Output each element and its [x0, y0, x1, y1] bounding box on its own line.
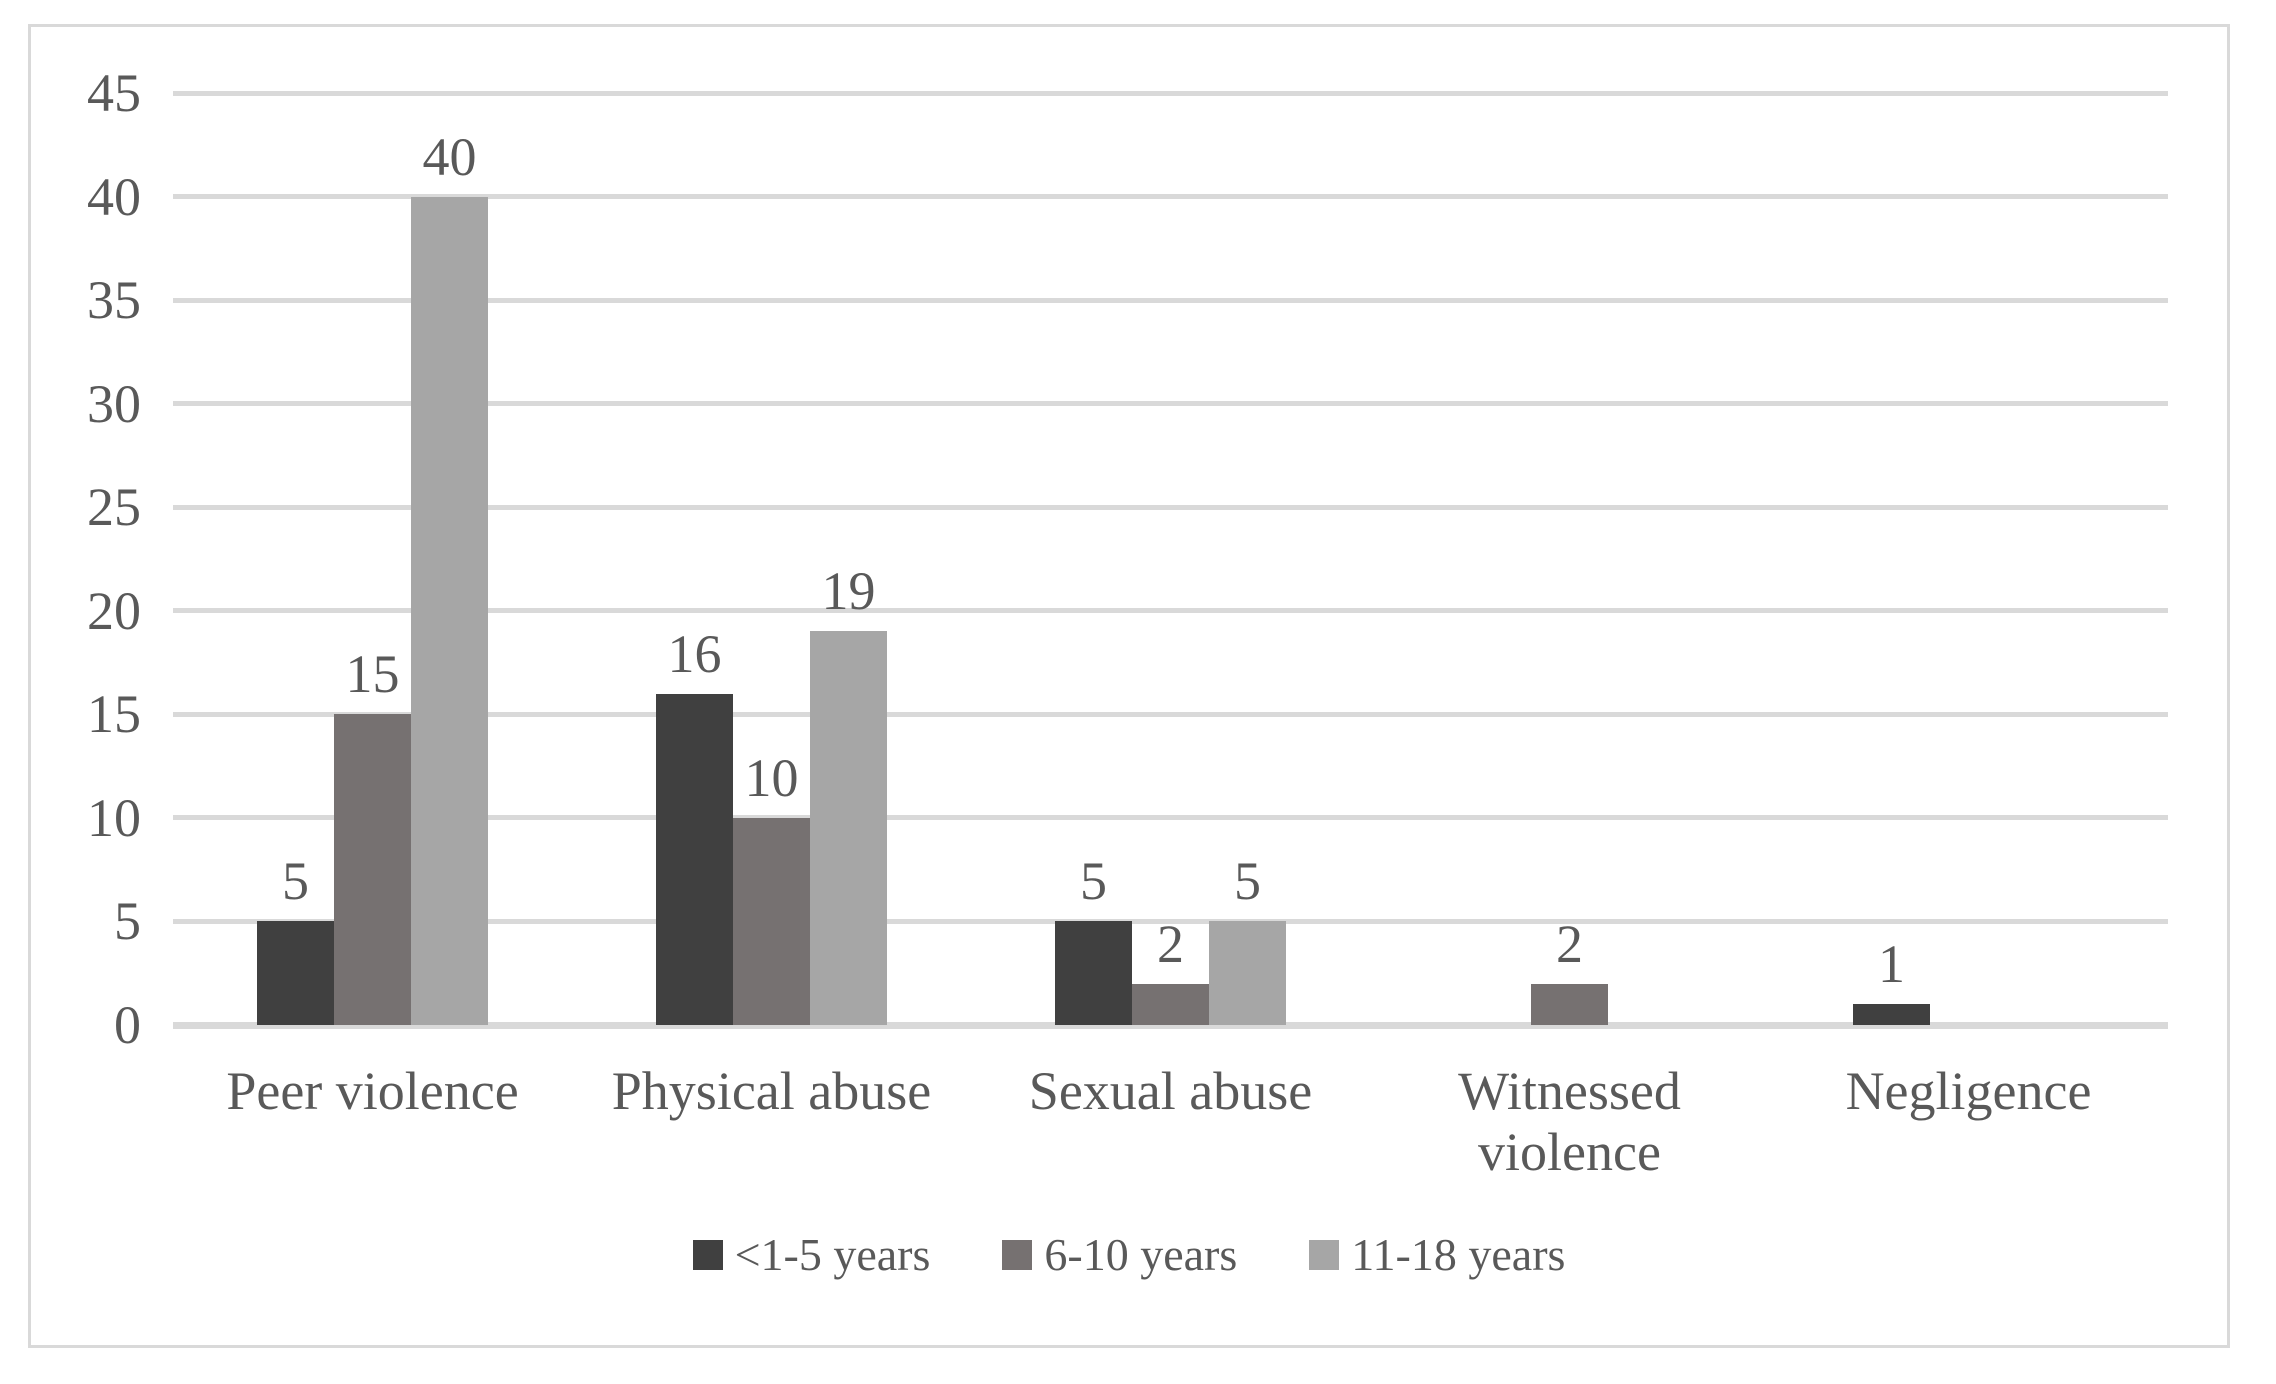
bar-1118years-0	[411, 196, 488, 1025]
data-label: 15	[345, 644, 400, 705]
y-tick-label: 20	[87, 580, 141, 641]
y-tick-label: 15	[87, 684, 141, 745]
bar-15years-0	[257, 921, 334, 1025]
y-tick-label: 30	[87, 373, 141, 434]
gridline	[173, 608, 2168, 614]
legend-swatch-icon	[692, 1240, 723, 1270]
gridline	[173, 194, 2168, 200]
bar-610years-3	[1531, 983, 1608, 1025]
x-category-label: Witnessed violence	[1458, 1061, 1681, 1183]
y-tick-label: 40	[87, 166, 141, 227]
data-label: 16	[667, 623, 722, 684]
y-tick-label: 0	[114, 995, 141, 1055]
x-category-label: Negligence	[1845, 1061, 2092, 1121]
gridline	[173, 90, 2168, 96]
bar-1118years-2	[1209, 921, 1286, 1025]
y-tick-label: 25	[87, 477, 141, 538]
chart-frame: 5 16 5 1 15 10 2 2 40 19 5 0 5 10 15 20 25 30 35 40 45 Peer…	[28, 24, 2230, 1348]
data-label: 10	[744, 747, 799, 808]
bar-15years-1	[656, 693, 733, 1025]
legend-label: 11-18 years	[1351, 1229, 1566, 1280]
data-label: 40	[422, 126, 477, 187]
gridline	[173, 504, 2168, 510]
data-label: 5	[1080, 851, 1107, 912]
x-category-label: Sexual abuse	[1028, 1061, 1313, 1121]
x-axis-line	[173, 1021, 2168, 1029]
data-label: 19	[821, 561, 876, 622]
y-tick-label: 35	[87, 270, 141, 331]
legend-swatch-icon	[1002, 1240, 1033, 1270]
data-label: 1	[1878, 934, 1905, 995]
bar-610years-2	[1132, 983, 1209, 1025]
x-category-label: Peer violence	[226, 1061, 519, 1121]
bar-15years-4	[1853, 1004, 1930, 1025]
gridline	[173, 297, 2168, 303]
x-category-label: Physical abuse	[611, 1061, 932, 1121]
data-label: 5	[1234, 851, 1261, 912]
data-label: 5	[282, 851, 309, 912]
gridline	[173, 815, 2168, 821]
y-tick-label: 10	[87, 787, 141, 848]
y-tick-label: 45	[87, 63, 141, 123]
legend-item: <1-5 years	[692, 1229, 931, 1280]
legend: <1-5 years 6-10 years 11-18 years	[28, 1232, 2230, 1278]
legend-item: 11-18 years	[1309, 1232, 1565, 1278]
legend-label: <1-5 years	[734, 1229, 931, 1280]
gridline	[173, 401, 2168, 407]
bar-610years-1	[733, 817, 810, 1025]
bar-15years-2	[1055, 921, 1132, 1025]
gridline	[173, 711, 2168, 717]
bar-610years-0	[334, 714, 411, 1025]
data-label: 2	[1556, 913, 1583, 974]
gridline	[173, 918, 2168, 924]
bar-1118years-1	[810, 631, 887, 1025]
legend-label: 6-10 years	[1044, 1229, 1238, 1280]
y-tick-label: 5	[114, 891, 141, 952]
legend-swatch-icon	[1309, 1240, 1340, 1270]
legend-item: 6-10 years	[1002, 1232, 1237, 1278]
data-label: 2	[1157, 913, 1184, 974]
